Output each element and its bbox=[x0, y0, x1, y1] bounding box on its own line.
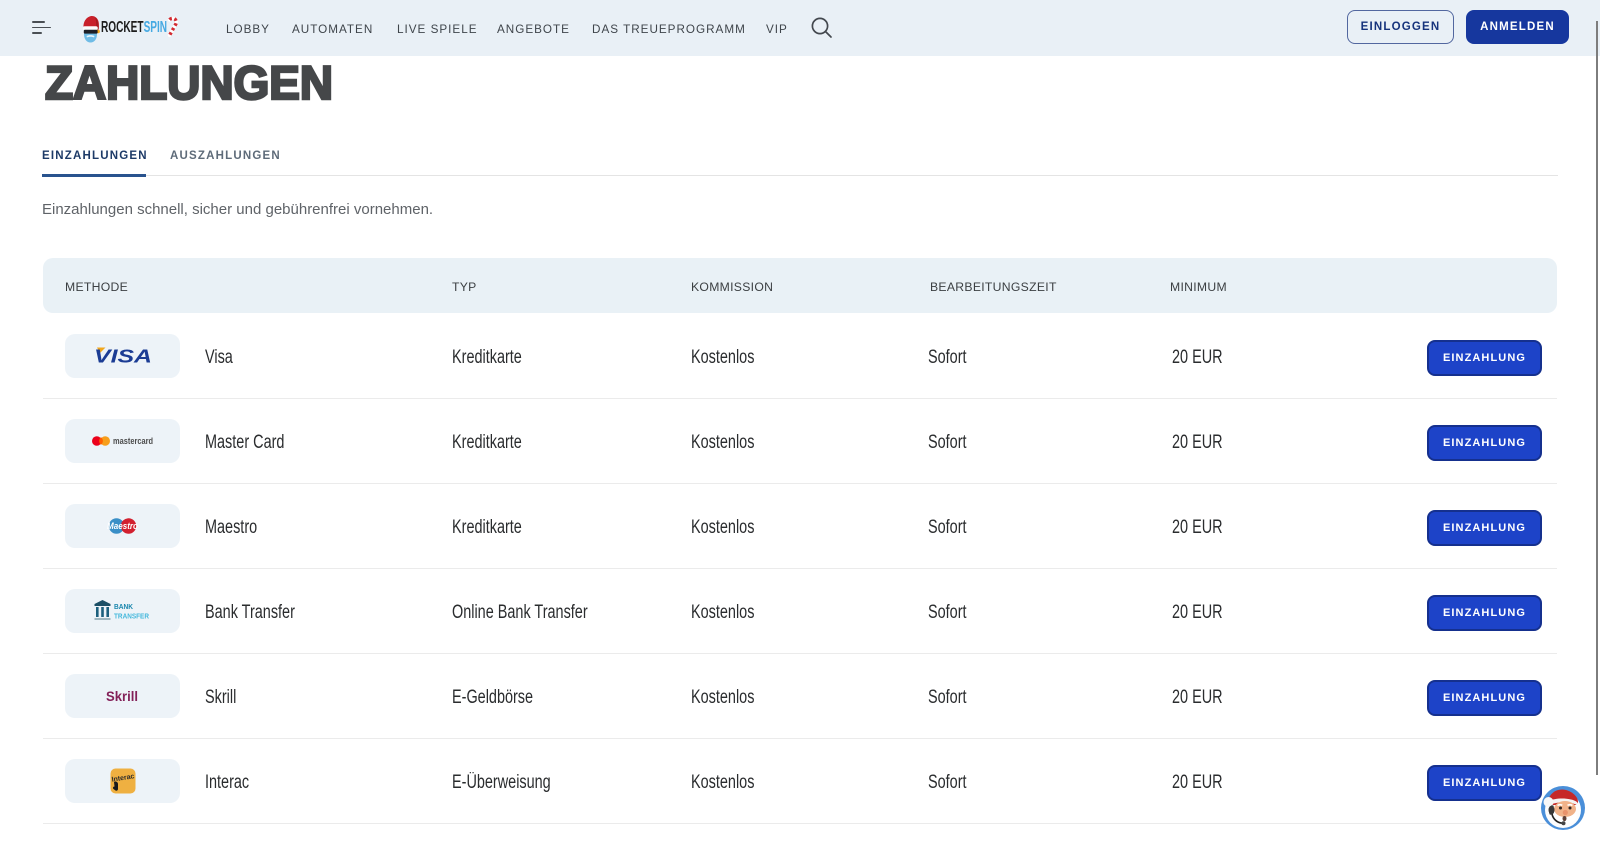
svg-text:TRANSFER: TRANSFER bbox=[114, 614, 149, 621]
svg-text:ZAHLUNGEN: ZAHLUNGEN bbox=[45, 56, 333, 109]
svg-text:BANK: BANK bbox=[114, 604, 133, 611]
svg-text:mastercard: mastercard bbox=[113, 436, 153, 446]
svg-text:VISA: VISA bbox=[94, 347, 152, 367]
svg-text:Skrill: Skrill bbox=[106, 688, 138, 704]
svg-text:Interac: Interac bbox=[111, 773, 135, 784]
svg-text:Maestro: Maestro bbox=[107, 521, 138, 531]
